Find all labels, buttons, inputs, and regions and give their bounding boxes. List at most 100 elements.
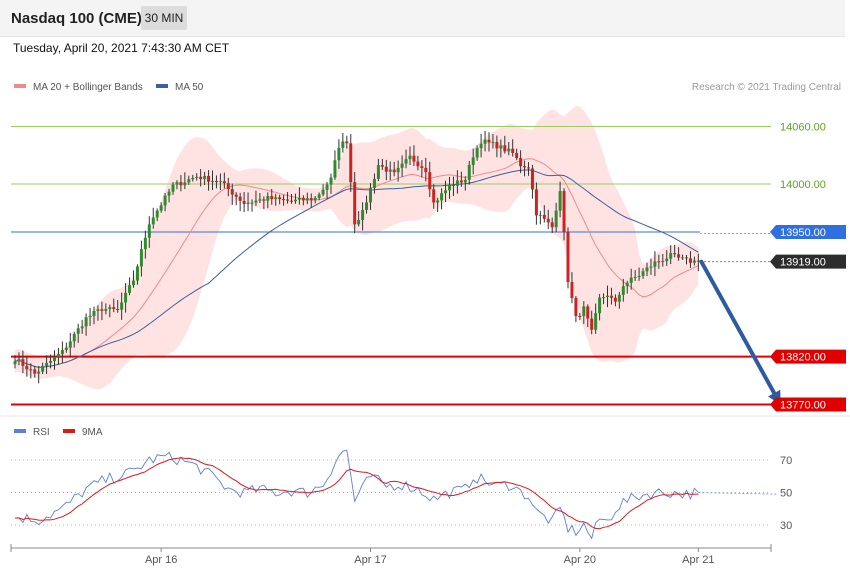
candle-body (578, 315, 582, 317)
candle-body (214, 180, 218, 183)
candle (13, 355, 17, 369)
candle (515, 148, 519, 161)
candle-body (17, 359, 21, 362)
candle (349, 134, 353, 192)
candle-body (566, 231, 570, 283)
candle (345, 135, 349, 149)
legend-rsi-swatch (14, 429, 26, 433)
candle-body (384, 166, 388, 172)
candle-body (657, 261, 661, 263)
candle (187, 175, 191, 185)
candle (353, 171, 357, 234)
legend-ma50-swatch (156, 84, 168, 88)
candle (519, 150, 523, 174)
candle (432, 184, 436, 209)
candle-body (191, 177, 195, 180)
candle-body (491, 142, 495, 144)
candle-body (163, 195, 167, 206)
candle-body (598, 297, 602, 314)
candle (369, 183, 372, 210)
level-label-2: 13950.00 (780, 227, 826, 239)
candle-body (337, 147, 341, 161)
candle (309, 193, 313, 208)
rsi-line (14, 449, 699, 540)
candle-body (613, 297, 617, 302)
candle (207, 170, 211, 191)
candle (372, 173, 376, 194)
candle (203, 171, 207, 186)
candle (179, 175, 183, 192)
candle-body (503, 145, 507, 152)
candle (444, 180, 448, 203)
candle-body (444, 190, 448, 194)
candle (76, 323, 80, 343)
level-tag-2 (770, 224, 846, 239)
candle-body (68, 341, 72, 348)
candle-body (132, 280, 135, 286)
candle (45, 355, 49, 374)
price-legend: MA 20 + Bollinger Bands MA 50 Research ©… (14, 82, 841, 93)
candle-body (262, 199, 266, 201)
candle (321, 184, 325, 197)
candle (594, 303, 598, 334)
candle (357, 211, 361, 227)
candle-body (305, 198, 309, 201)
candle (337, 139, 341, 169)
candle-body (649, 266, 653, 268)
candle (578, 312, 582, 321)
candle (495, 135, 499, 158)
candle (416, 155, 420, 171)
candle (167, 188, 171, 203)
candle-body (309, 198, 313, 201)
candle (582, 301, 586, 325)
candle (293, 193, 297, 204)
candle-body (550, 222, 554, 228)
candle-body (282, 199, 286, 201)
bollinger-bands (15, 105, 699, 390)
candle-body (487, 139, 491, 143)
candle (436, 197, 440, 212)
candle-body (357, 219, 361, 225)
candle-body (440, 193, 444, 201)
candle (590, 310, 594, 335)
candle-body (128, 285, 132, 293)
candle (542, 205, 546, 223)
ma20-line (14, 158, 699, 368)
candle (475, 145, 479, 161)
candle (491, 133, 495, 149)
candle (195, 173, 199, 181)
candle (384, 159, 388, 181)
candle-body (313, 197, 317, 201)
candle-body (617, 294, 621, 302)
candle-body (72, 333, 76, 342)
candle-body (238, 196, 242, 201)
candle (112, 298, 116, 313)
candle (120, 292, 124, 320)
candle (459, 171, 463, 187)
candle (29, 363, 33, 379)
candle-body (341, 141, 345, 148)
candle-body (301, 197, 305, 201)
candle-body (274, 197, 278, 200)
candle-body (80, 326, 84, 329)
candle-body (290, 200, 293, 202)
candle (92, 306, 96, 325)
candle (424, 157, 428, 182)
candle-body (293, 199, 297, 202)
candle-body (479, 143, 483, 149)
candle (558, 181, 562, 218)
candle (629, 268, 633, 290)
candle-body (681, 257, 685, 259)
candle (562, 188, 566, 241)
candle (226, 177, 230, 197)
timeframe-badge[interactable]: 30 MIN (141, 6, 187, 30)
forecast-arrow-shaft (699, 259, 777, 396)
candle-body (49, 360, 53, 363)
candle (661, 254, 665, 267)
candle (333, 150, 337, 180)
candle-body (692, 260, 696, 263)
candle-body (515, 152, 519, 159)
candle (250, 199, 254, 212)
candle (653, 251, 657, 277)
